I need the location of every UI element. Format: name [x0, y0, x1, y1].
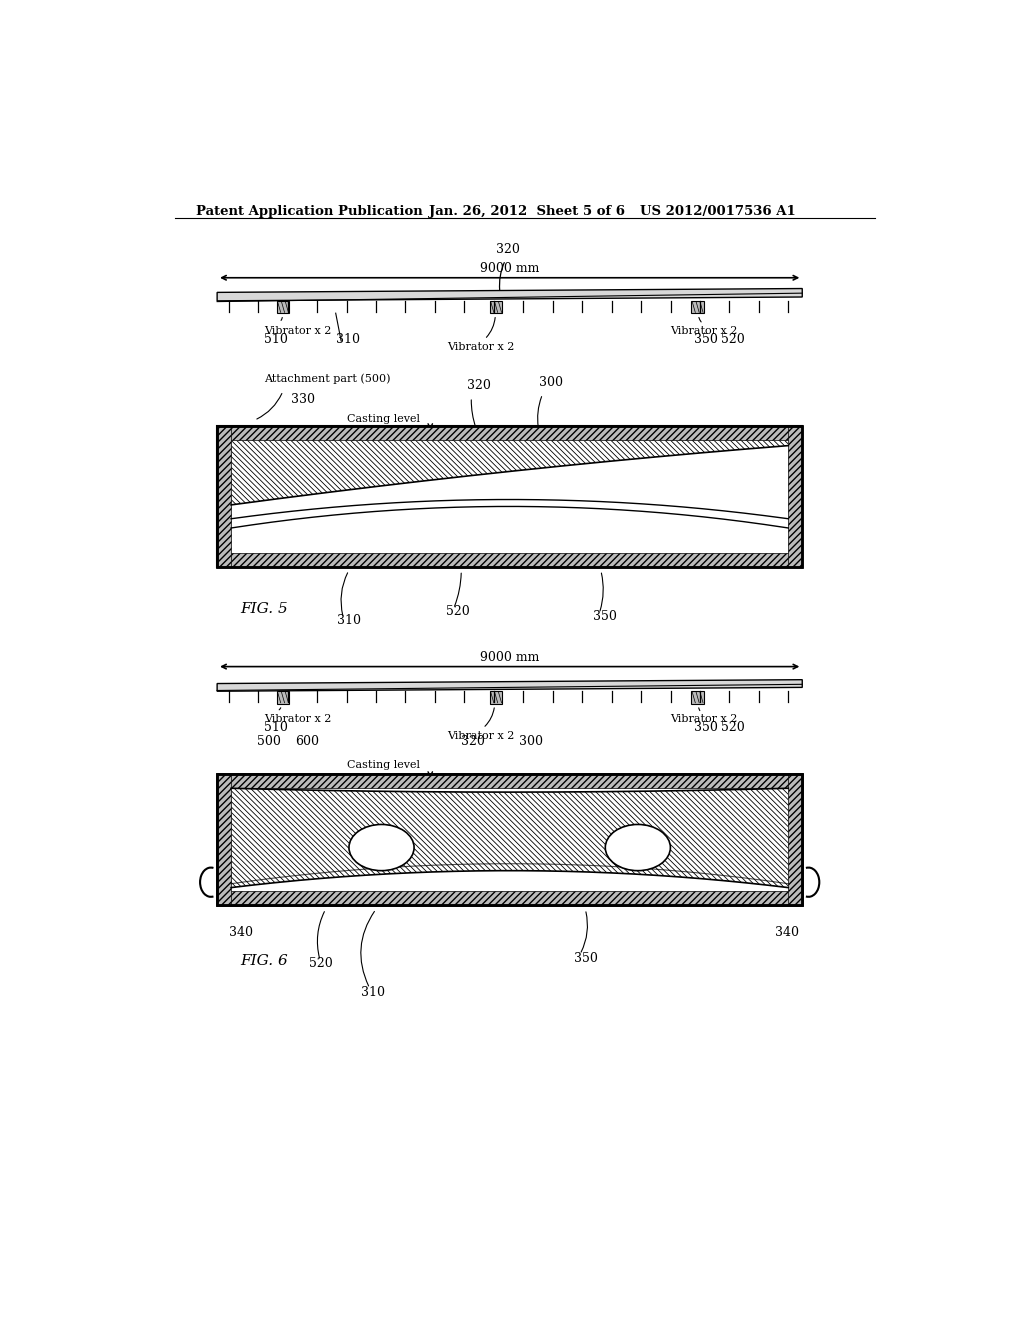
Bar [489, 692, 503, 704]
Text: 510: 510 [263, 721, 288, 734]
Bar [217, 775, 802, 788]
Text: 520: 520 [721, 721, 744, 734]
Text: 350: 350 [693, 721, 718, 734]
Text: Vibrator x 2: Vibrator x 2 [671, 326, 738, 337]
Bar [217, 775, 231, 906]
Bar [217, 426, 802, 566]
Text: 300: 300 [519, 735, 544, 748]
Text: 510: 510 [263, 333, 288, 346]
Text: 310: 310 [360, 986, 384, 999]
Text: Vibrator x 2: Vibrator x 2 [447, 731, 515, 741]
Text: Patent Application Publication: Patent Application Publication [197, 205, 423, 218]
Bar [217, 426, 802, 441]
Text: Vibrator x 2: Vibrator x 2 [263, 714, 331, 725]
Text: 340: 340 [228, 927, 253, 939]
Polygon shape [231, 441, 788, 506]
Bar [788, 426, 802, 566]
Text: Casting level: Casting level [347, 413, 420, 424]
Text: FIG. 6: FIG. 6 [241, 954, 288, 969]
Text: 600: 600 [295, 735, 318, 748]
Text: Attachment part (500): Attachment part (500) [263, 374, 390, 384]
Ellipse shape [605, 825, 671, 871]
Bar [489, 301, 503, 313]
Text: Vibrator x 2: Vibrator x 2 [447, 342, 515, 352]
Bar [217, 891, 802, 906]
Bar [217, 426, 802, 566]
Bar [217, 775, 802, 906]
Text: 300: 300 [539, 376, 563, 388]
Bar [788, 775, 802, 906]
Text: 320: 320 [496, 243, 520, 256]
Text: FIG. 5: FIG. 5 [241, 602, 288, 615]
Bar [691, 301, 703, 313]
Bar [276, 301, 289, 313]
Text: 350: 350 [573, 952, 597, 965]
Ellipse shape [349, 825, 414, 871]
Bar [276, 692, 289, 704]
Text: 350: 350 [593, 610, 616, 623]
Bar [691, 692, 703, 704]
Bar [217, 553, 802, 566]
Text: 310: 310 [336, 333, 359, 346]
Text: 330: 330 [291, 393, 314, 407]
Polygon shape [231, 788, 788, 887]
Bar [217, 426, 231, 566]
Text: 520: 520 [721, 333, 744, 346]
Text: US 2012/0017536 A1: US 2012/0017536 A1 [640, 205, 796, 218]
Bar [217, 775, 802, 906]
Text: Jan. 26, 2012  Sheet 5 of 6: Jan. 26, 2012 Sheet 5 of 6 [429, 205, 625, 218]
Polygon shape [217, 289, 802, 301]
Text: 9000 mm: 9000 mm [480, 651, 540, 664]
Text: 520: 520 [445, 605, 469, 618]
Text: 310: 310 [337, 614, 361, 627]
Text: 9000 mm: 9000 mm [480, 261, 540, 275]
Text: 320: 320 [467, 379, 492, 392]
Text: 320: 320 [461, 735, 485, 748]
Text: Vibrator x 2: Vibrator x 2 [671, 714, 738, 725]
Polygon shape [217, 680, 802, 692]
Text: 350: 350 [693, 333, 718, 346]
Bar [217, 775, 802, 906]
Bar [217, 426, 802, 566]
Text: 340: 340 [775, 927, 799, 939]
Text: Vibrator x 2: Vibrator x 2 [263, 326, 331, 337]
Text: 520: 520 [308, 957, 333, 970]
Text: 500: 500 [257, 735, 282, 748]
Text: Casting level: Casting level [347, 760, 420, 771]
